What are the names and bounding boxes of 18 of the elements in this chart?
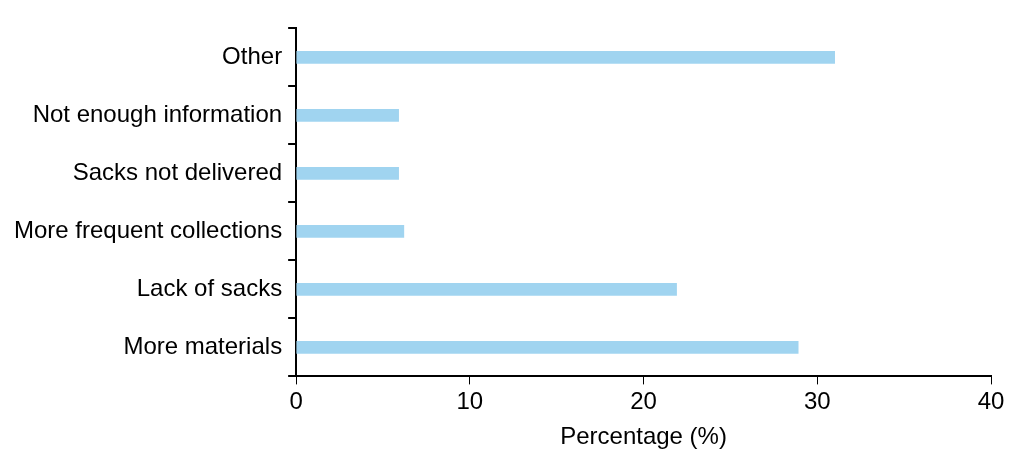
bar: [296, 341, 799, 354]
x-tick-label: 30: [803, 387, 831, 415]
bar: [296, 51, 835, 64]
y-tick-label: More materials: [123, 332, 283, 360]
x-axis-title: Percentage (%): [560, 422, 727, 450]
bar: [296, 283, 677, 296]
x-tick-label: 40: [977, 387, 1005, 415]
bar: [296, 225, 405, 238]
bar: [296, 167, 399, 180]
y-tick-label: More frequent collections: [14, 216, 283, 244]
x-tick-label: 20: [630, 387, 657, 415]
y-tick-label: Not enough information: [32, 100, 283, 128]
x-tick-label: 10: [456, 387, 484, 415]
y-tick-label: Other: [222, 42, 283, 70]
bar: [296, 109, 399, 122]
y-tick-label: Lack of sacks: [136, 274, 283, 302]
y-tick-label: Sacks not delivered: [72, 158, 283, 186]
x-tick-label: 0: [289, 387, 303, 415]
